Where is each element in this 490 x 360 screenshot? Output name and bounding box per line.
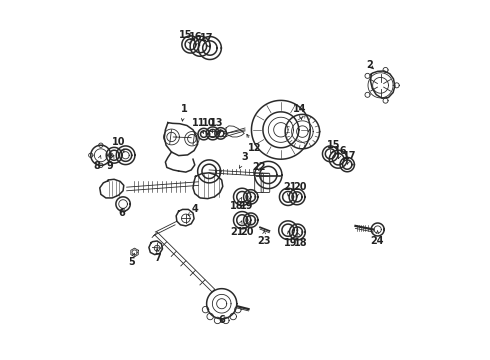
Text: 15: 15: [327, 140, 341, 153]
Text: 21: 21: [283, 182, 296, 196]
Text: 10: 10: [202, 118, 215, 133]
Text: 13: 13: [210, 118, 223, 133]
Text: 20: 20: [240, 221, 253, 237]
Text: 4: 4: [188, 204, 198, 215]
Text: 18: 18: [230, 198, 244, 211]
Text: 23: 23: [257, 230, 270, 246]
Text: 24: 24: [370, 230, 384, 246]
Text: 14: 14: [293, 104, 306, 120]
Text: 15: 15: [179, 30, 193, 44]
Text: 11: 11: [193, 118, 206, 134]
Text: 2: 2: [367, 60, 373, 70]
Text: 7: 7: [155, 249, 162, 263]
Text: 8: 8: [94, 155, 101, 171]
Text: 19: 19: [284, 231, 297, 248]
Text: 17: 17: [343, 151, 356, 164]
Text: 22: 22: [252, 162, 266, 172]
Text: 9: 9: [106, 155, 114, 171]
Text: 6: 6: [219, 315, 225, 325]
Text: 17: 17: [199, 33, 213, 47]
Text: 21: 21: [230, 221, 244, 237]
Text: 6: 6: [118, 208, 124, 218]
Text: 1: 1: [181, 104, 187, 121]
Text: 3: 3: [239, 152, 248, 168]
Text: 16: 16: [189, 32, 202, 45]
Text: 5: 5: [129, 253, 135, 267]
Text: 19: 19: [240, 198, 253, 211]
Text: 20: 20: [293, 182, 306, 196]
Text: 16: 16: [334, 145, 348, 159]
Text: 18: 18: [294, 232, 307, 248]
Text: 12: 12: [247, 134, 262, 153]
Text: 10: 10: [112, 137, 125, 152]
